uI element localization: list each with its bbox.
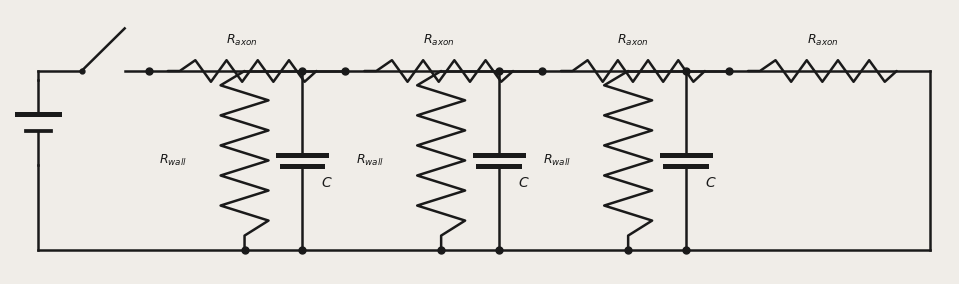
Text: $C$: $C$ [321, 176, 333, 190]
Text: $C$: $C$ [705, 176, 716, 190]
Text: $R_{axon}$: $R_{axon}$ [226, 33, 258, 48]
Text: $R_{wall}$: $R_{wall}$ [356, 153, 384, 168]
Text: $C$: $C$ [518, 176, 529, 190]
Text: $R_{wall}$: $R_{wall}$ [159, 153, 187, 168]
Text: $R_{axon}$: $R_{axon}$ [423, 33, 455, 48]
Text: $R_{axon}$: $R_{axon}$ [618, 33, 648, 48]
Text: $R_{axon}$: $R_{axon}$ [807, 33, 838, 48]
Text: $R_{wall}$: $R_{wall}$ [543, 153, 571, 168]
